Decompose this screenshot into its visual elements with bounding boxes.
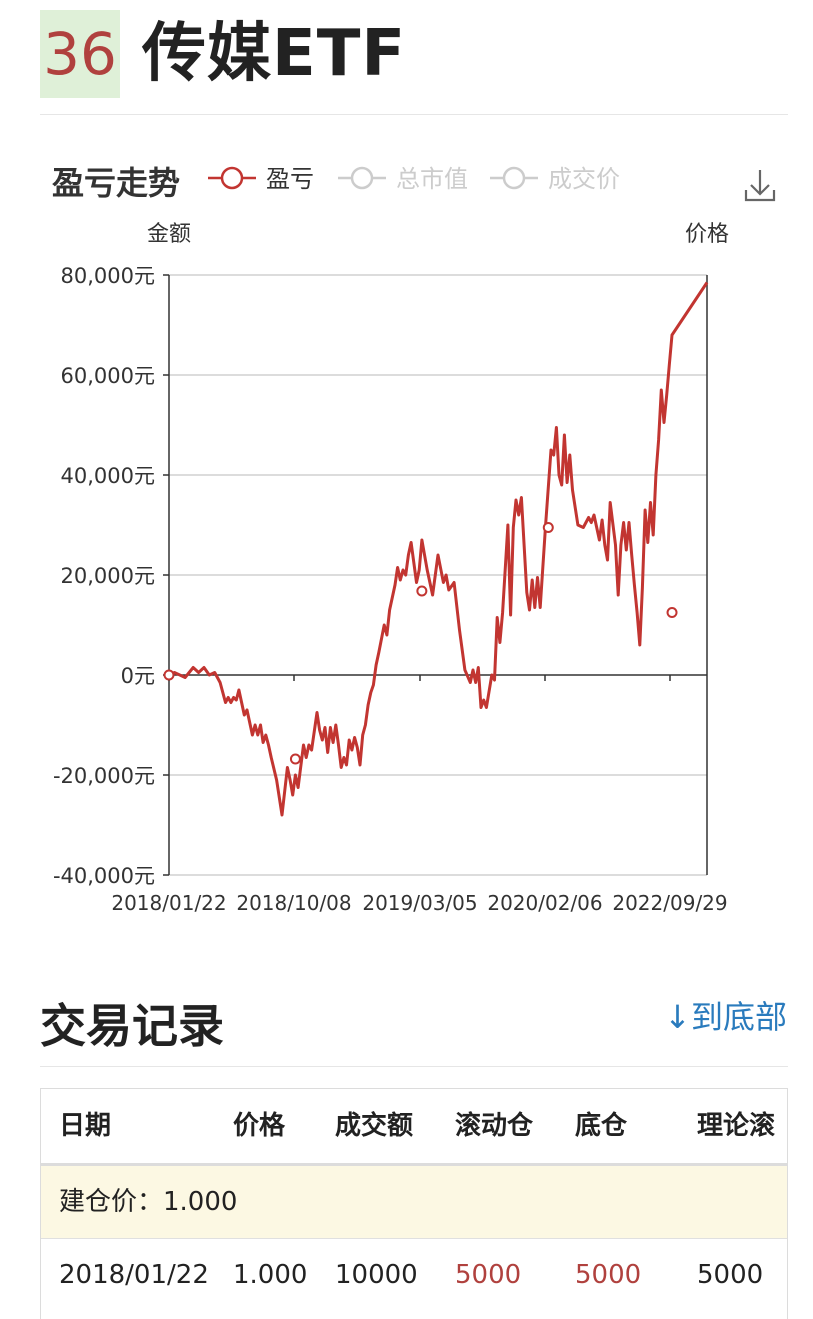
col-header-price[interactable]: 价格: [233, 1111, 286, 1141]
legend-trade-price-label: 成交价: [548, 165, 620, 193]
y-tick-label: -40,000元: [53, 864, 155, 888]
y-tick-label: 20,000元: [61, 564, 155, 588]
trades-divider: [40, 1066, 788, 1067]
legend-trade-price-circle-icon: [502, 166, 526, 190]
y-axis-tick-labels: 80,000元 60,000元 40,000元 20,000元 0元 -20,000元 -4…: [53, 264, 169, 888]
rank-badge: 36: [40, 10, 120, 98]
col-header-base[interactable]: 底仓: [575, 1111, 628, 1141]
cell-date: 2018/01/22: [59, 1260, 209, 1290]
cell-price: 1.000: [233, 1260, 308, 1290]
x-tick-label: 2022/09/29: [612, 891, 727, 915]
build-price-row: 建仓价：1.000: [41, 1166, 787, 1239]
left-axis-name: 金额: [147, 222, 191, 247]
legend-profit-label: 盈亏: [266, 165, 314, 193]
x-tick-label: 2019/03/05: [362, 891, 477, 915]
cell-rolling: 5000: [455, 1260, 522, 1290]
profit-series-line: [168, 281, 709, 817]
fund-header: 36 传媒ETF: [40, 10, 788, 115]
legend-item-trade-price[interactable]: 成交价: [490, 165, 620, 193]
chart-title: 盈亏走势: [52, 164, 180, 202]
y-tick-label: 0元: [121, 664, 155, 688]
table-row[interactable]: 2018/01/22 1.000 10000 5000 5000 5000: [41, 1239, 787, 1311]
x-axis-tick-labels: 2018/01/22 2018/10/08 2019/03/05 2020/02/06…: [111, 675, 728, 915]
cell-theory: 5000: [697, 1260, 764, 1290]
profit-data-point[interactable]: [416, 585, 428, 597]
legend-profit-circle-icon: [220, 166, 244, 190]
trades-title: 交易记录: [40, 999, 224, 1053]
y-tick-label: 80,000元: [61, 264, 155, 288]
col-header-rolling[interactable]: 滚动仓: [455, 1111, 534, 1141]
profit-data-point[interactable]: [163, 669, 175, 681]
fund-name: 传媒ETF: [142, 17, 407, 91]
x-tick-label: 2018/01/22: [111, 891, 226, 915]
cell-base: 5000: [575, 1260, 642, 1290]
profit-chart: 盈亏走势 盈亏 总市值 成交价 金额 价格 80,000元 60,000元 40,0…: [0, 140, 813, 940]
table-header: 日期 价格 成交额 滚动仓 底仓 理论滚: [41, 1089, 787, 1166]
legend-market-value-circle-icon: [350, 166, 374, 190]
legend-market-value-label: 总市值: [396, 165, 468, 193]
cell-amount: 10000: [335, 1260, 418, 1290]
profit-data-point[interactable]: [666, 607, 678, 618]
profit-chart-svg: 盈亏走势 盈亏 总市值 成交价 金额 价格 80,000元 60,000元 40,0…: [52, 164, 776, 915]
col-header-theory[interactable]: 理论滚: [697, 1111, 776, 1141]
legend-item-profit[interactable]: 盈亏: [208, 165, 314, 193]
profit-data-point[interactable]: [542, 522, 554, 533]
col-header-date[interactable]: 日期: [59, 1111, 112, 1141]
y-tick-label: 60,000元: [61, 364, 155, 388]
y-tick-label: -20,000元: [53, 764, 155, 788]
profit-series-markers: [163, 522, 678, 765]
y-tick-label: 40,000元: [61, 464, 155, 488]
to-bottom-link[interactable]: ↓到底部: [664, 998, 787, 1036]
trades-table: 日期 价格 成交额 滚动仓 底仓 理论滚 建仓价：1.000 2018/01/2…: [40, 1088, 788, 1319]
download-icon[interactable]: [744, 170, 776, 202]
col-header-amount[interactable]: 成交额: [335, 1111, 414, 1141]
x-tick-label: 2020/02/06: [487, 891, 602, 915]
x-tick-label: 2018/10/08: [236, 891, 351, 915]
legend-item-market-value[interactable]: 总市值: [338, 165, 468, 193]
right-axis-name: 价格: [685, 222, 729, 247]
profit-data-point[interactable]: [289, 753, 301, 765]
grid-lines: [169, 274, 707, 876]
